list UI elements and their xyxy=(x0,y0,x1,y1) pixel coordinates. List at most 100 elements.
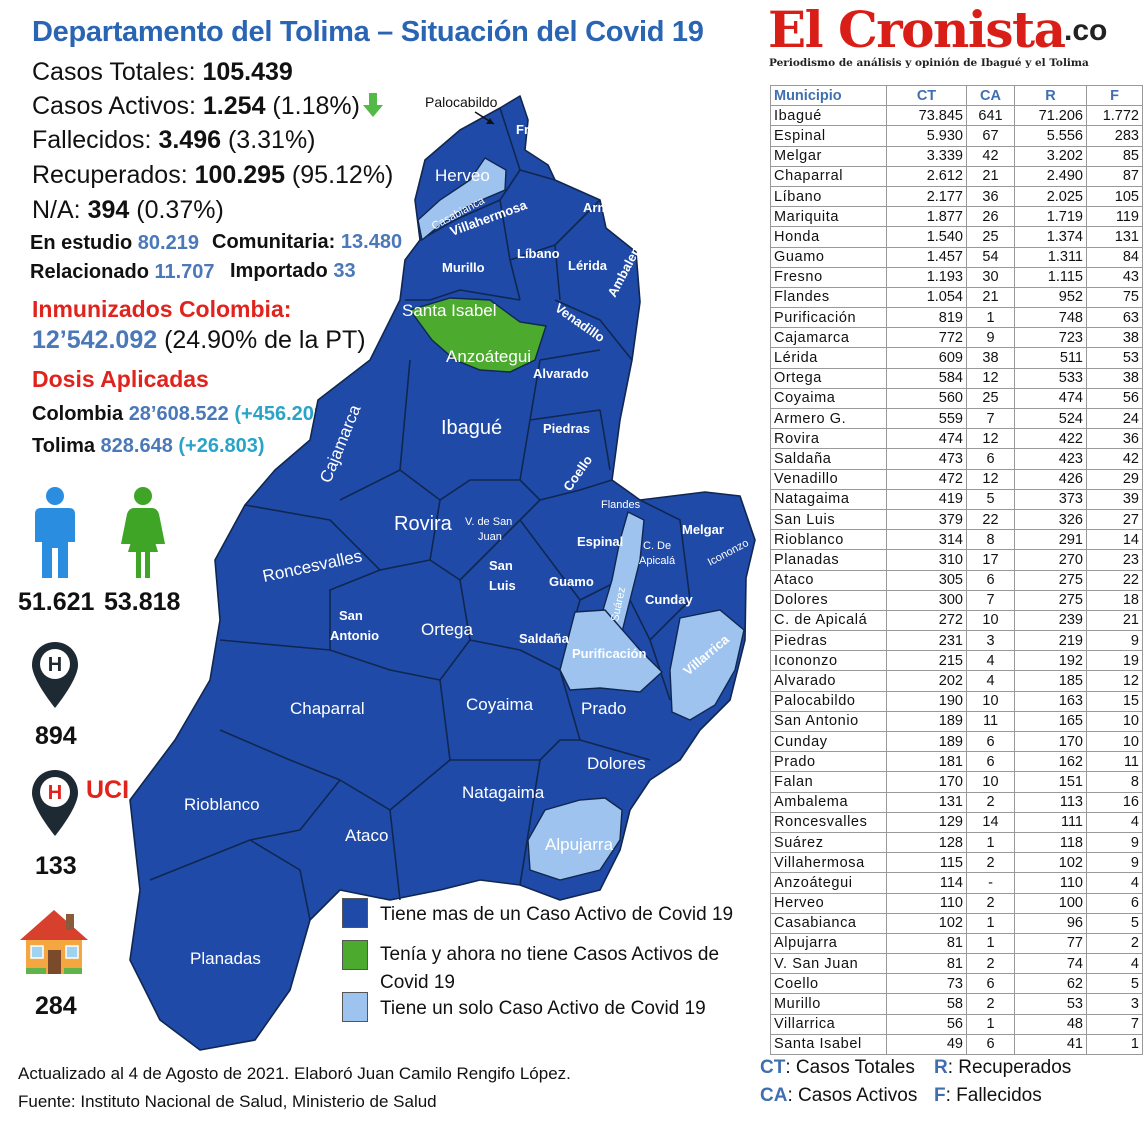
cell-municipio: San Luis xyxy=(770,508,887,531)
cell-municipio: Fresno xyxy=(770,266,887,288)
table-row: Alvarado 202 4 185 12 xyxy=(770,670,1143,692)
cell-municipio: Murillo xyxy=(770,993,887,1015)
cell-ca: 2 xyxy=(966,993,1015,1015)
cell-ca: 12 xyxy=(966,468,1015,490)
cell-f: 283 xyxy=(1086,125,1143,147)
dosis-colombia: Colombia 28’608.522 (+456.202) xyxy=(32,403,332,425)
cell-municipio: Melgar xyxy=(770,145,887,167)
cell-municipio: Planadas xyxy=(770,549,887,571)
label-anzoategui: Anzoátegui xyxy=(446,347,531,366)
header-ct: CT xyxy=(886,84,967,107)
table-row: Santa Isabel 49 6 41 1 xyxy=(770,1033,1143,1056)
cell-r: 74 xyxy=(1014,953,1087,975)
cell-municipio: Ataco xyxy=(770,569,887,591)
cell-municipio: Ibagué xyxy=(770,105,887,127)
cell-ct: 102 xyxy=(886,912,967,934)
table-row: Coello 73 6 62 5 xyxy=(770,973,1143,995)
label-rovira: Rovira xyxy=(394,513,453,535)
legend-swatch-one xyxy=(342,992,368,1022)
cell-r: 1.115 xyxy=(1014,266,1087,288)
cell-ca: 26 xyxy=(966,206,1015,228)
table-row: Prado 181 6 162 11 xyxy=(770,751,1143,773)
cell-f: 5 xyxy=(1086,973,1143,995)
cell-f: 18 xyxy=(1086,589,1143,611)
label-sanluis-2: Luis xyxy=(489,578,516,593)
cell-ca: 4 xyxy=(966,650,1015,672)
table-row: Flandes 1.054 21 952 75 xyxy=(770,286,1143,309)
cell-f: 6 xyxy=(1086,892,1143,914)
cell-r: 2.490 xyxy=(1014,165,1087,187)
male-icon xyxy=(35,487,75,578)
cell-ct: 474 xyxy=(886,428,967,450)
stat-comunitaria: Comunitaria: 13.480 xyxy=(212,231,403,253)
cell-ct: 560 xyxy=(886,387,967,410)
cell-r: 373 xyxy=(1014,488,1087,510)
table-row: Ambalema 131 2 113 16 xyxy=(770,791,1143,813)
cell-municipio: Alpujarra xyxy=(770,932,887,955)
uci-pin-icon: H xyxy=(32,770,78,836)
cell-ct: 559 xyxy=(886,407,967,430)
label-natagaima: Natagaima xyxy=(462,783,545,802)
cell-r: 102 xyxy=(1014,852,1087,874)
cell-ca: 21 xyxy=(966,286,1015,309)
region-anzoategui xyxy=(408,297,547,373)
label-falan: Falan xyxy=(560,166,594,181)
table-row: Coyaima 560 25 474 56 xyxy=(770,387,1143,410)
cell-f: 19 xyxy=(1086,650,1143,672)
header-ca: CA xyxy=(966,84,1015,107)
label-prado: Prado xyxy=(581,699,626,718)
cell-municipio: Lérida xyxy=(770,347,887,369)
cell-f: 8 xyxy=(1086,771,1143,793)
cell-municipio: Purificación xyxy=(770,307,887,329)
cell-f: 21 xyxy=(1086,609,1143,632)
cell-ca: 22 xyxy=(966,508,1015,531)
cell-ca: 8 xyxy=(966,529,1015,551)
table-row: Honda 1.540 25 1.374 131 xyxy=(770,226,1143,248)
cell-ct: 81 xyxy=(886,932,967,955)
table-row: C. de Apicalá 272 10 239 21 xyxy=(770,609,1143,632)
legend-ct: CT: Casos Totales xyxy=(760,1057,915,1078)
table-row: Guamo 1.457 54 1.311 84 xyxy=(770,246,1143,268)
table-row: Mariquita 1.877 26 1.719 119 xyxy=(770,206,1143,228)
female-count: 53.818 xyxy=(104,588,181,616)
label-alvarado: Alvarado xyxy=(533,366,589,381)
cell-r: 723 xyxy=(1014,327,1087,349)
cell-f: 24 xyxy=(1086,407,1143,430)
cell-ca: 36 xyxy=(966,185,1015,208)
table-header-row: Municipio CT CA R F xyxy=(770,84,1143,107)
cell-f: 85 xyxy=(1086,145,1143,167)
table-row: Cunday 189 6 170 10 xyxy=(770,730,1143,753)
table-row: Planadas 310 17 270 23 xyxy=(770,549,1143,571)
cell-ct: 114 xyxy=(886,872,967,894)
cell-ct: 231 xyxy=(886,630,967,652)
cell-municipio: Herveo xyxy=(770,892,887,914)
legend-swatch-none xyxy=(342,940,368,970)
stat-recuperados: Recuperados: 100.295 (95.12%) xyxy=(32,161,394,189)
stat-relacionado: Relacionado 11.707 xyxy=(30,261,215,283)
cell-municipio: Ambalema xyxy=(770,791,887,813)
cell-municipio: Flandes xyxy=(770,286,887,309)
label-armero: Armero G. xyxy=(583,200,647,215)
cell-r: 3.202 xyxy=(1014,145,1087,167)
cell-ca: 2 xyxy=(966,852,1015,874)
cell-f: 1.772 xyxy=(1086,105,1143,127)
cell-ct: 189 xyxy=(886,730,967,753)
table-row: Melgar 3.339 42 3.202 85 xyxy=(770,145,1143,167)
hospital-pin-icon: H xyxy=(32,642,78,708)
cell-r: 163 xyxy=(1014,690,1087,712)
cell-municipio: Villahermosa xyxy=(770,852,887,874)
cell-ca: 21 xyxy=(966,165,1015,187)
label-purificacion: Purificación xyxy=(572,646,646,661)
cell-r: 165 xyxy=(1014,710,1087,733)
cell-r: 219 xyxy=(1014,630,1087,652)
cell-ca: 6 xyxy=(966,569,1015,591)
brand-suffix: .co xyxy=(1064,14,1108,47)
cell-ca: 5 xyxy=(966,488,1015,510)
table-row: Villarrica 56 1 48 7 xyxy=(770,1013,1143,1035)
label-flandes: Flandes xyxy=(601,499,641,511)
cell-f: 84 xyxy=(1086,246,1143,268)
label-vsanjuan-1: V. de San xyxy=(465,516,512,528)
brand-tagline: Periodismo de análisis y opinión de Ibag… xyxy=(769,57,1089,69)
cell-municipio: Cajamarca xyxy=(770,327,887,349)
cell-ct: 3.339 xyxy=(886,145,967,167)
